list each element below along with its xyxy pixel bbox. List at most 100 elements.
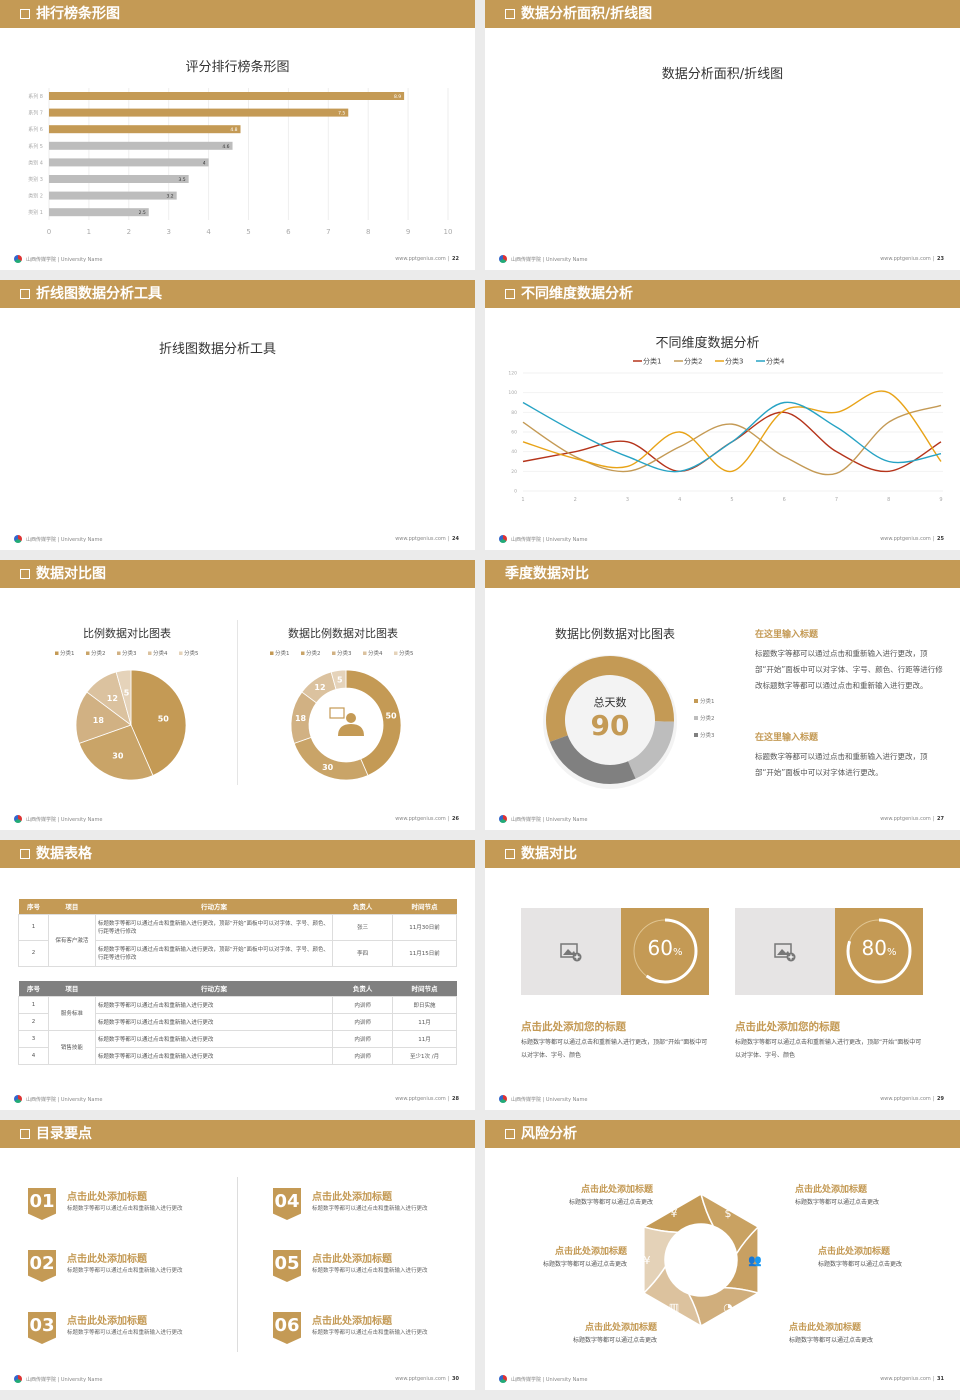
- page-number: 24: [452, 536, 459, 542]
- slide-header: 数据表格: [0, 840, 475, 868]
- data-label: 2.5: [139, 210, 146, 216]
- slide-line-chart: 折线图数据分析工具 折线图数据分析工具 23021019017015013011…: [0, 280, 475, 550]
- x-tick-label: 4: [206, 228, 211, 236]
- legend-label: 分类2: [700, 714, 715, 722]
- legend-label: 分类2: [91, 649, 106, 657]
- legend-label: 分类3: [725, 357, 743, 366]
- multi-line-chart: 0 20 40 60 80 100 120 1 2 3 4 5 6 7 8 9 分类1 分类2 分类3 分类4: [508, 357, 943, 503]
- school-logo-icon: [14, 815, 22, 823]
- toc-text: 标题数字等都可以通过点击和重新输入进行更改: [312, 1206, 428, 1212]
- risk-title: 点击此处添加标题: [789, 1323, 862, 1333]
- building-icon: ▥: [669, 1301, 679, 1314]
- x-tick-label: 4: [678, 497, 681, 503]
- x-tick-label: 2: [127, 228, 131, 236]
- cell-no: 3: [18, 1029, 49, 1048]
- footer-site: www.pptgenius.com: [395, 536, 446, 542]
- slide-title: 风险分析: [521, 1126, 577, 1142]
- item-text: 标题数字等都可以通过点击和重新输入进行更改，顶部“开始”面板中可以对字体、字号、…: [521, 1039, 708, 1059]
- table-row: 2 标题数字等都可以通过点击和重新输入进行更改 内训师 11月: [18, 1012, 457, 1031]
- page-number: 22: [452, 256, 459, 262]
- slide-data-table: 数据表格 序号 项目 行动方案 负责人 时间节点 1 保有客户激活 标题数字等都可以通过点击…: [0, 840, 475, 1110]
- toc-title: 点击此处添加标题: [67, 1254, 147, 1265]
- checkbox-square-icon: [505, 849, 515, 859]
- slide-header: 数据分析面积/折线图: [485, 0, 960, 28]
- slide-header: 季度数据对比: [485, 560, 960, 588]
- pie-slice: [75, 691, 132, 744]
- cell-owner: 内训师: [332, 1046, 394, 1065]
- footer-page: www.pptgenius.com | 23: [880, 256, 944, 262]
- bar: [49, 158, 209, 167]
- legend-swatch: [394, 651, 398, 655]
- slide-header: 数据对比: [485, 840, 960, 868]
- item-title: 点击此处添加您的标题: [521, 1021, 626, 1033]
- pie-slice: [130, 669, 187, 776]
- legend-label: 分类3: [700, 731, 715, 739]
- cell-plan: 标题数字等都可以通过点击和重新输入进行更改: [94, 1029, 334, 1048]
- chart-title: 不同维度数据分析: [655, 336, 760, 351]
- legend-label: 分类1: [700, 697, 715, 705]
- data-label: 4.6: [222, 144, 229, 150]
- cell-owner: 李四: [332, 939, 394, 967]
- school-logo-icon: [14, 255, 22, 263]
- school-logo-icon: [14, 1095, 22, 1103]
- footer-school-name: 山西传媒学院 | University Name: [511, 536, 588, 543]
- slide-multi-line-chart: 不同维度数据分析 不同维度数据分析 0 20 40 60 80 100 120 1 2 3 4 5 6 7…: [485, 280, 960, 550]
- legend-label: 分类1: [60, 649, 75, 657]
- footer-school: 山西传媒学院 | University Name: [499, 255, 587, 263]
- toc-title: 点击此处添加标题: [312, 1316, 392, 1327]
- bar: [49, 108, 349, 117]
- legend-swatch: [694, 733, 698, 737]
- footer-page: www.pptgenius.com | 22: [395, 256, 459, 262]
- school-logo-icon: [499, 1095, 507, 1103]
- cell-plan: 标题数字等都可以通过点击和重新输入进行更改，顶部“开始”面板中可以对字体、字号、…: [94, 939, 334, 967]
- page-number: 26: [452, 816, 459, 822]
- slide-title: 目录要点: [36, 1126, 92, 1142]
- footer-school: 山西传媒学院 | University Name: [499, 1375, 587, 1383]
- footer-site: www.pptgenius.com: [880, 1096, 931, 1102]
- page-number: 25: [937, 536, 944, 542]
- money-bag-icon: ¥: [671, 1207, 678, 1220]
- users-icon: 👥: [748, 1254, 762, 1267]
- y-tick-label: 100: [508, 390, 517, 396]
- legend-label: 分类3: [337, 649, 352, 657]
- slide-title: 数据对比: [521, 846, 577, 862]
- toc-text: 标题数字等都可以通过点击和重新输入进行更改: [312, 1268, 428, 1274]
- footer-school: 山西传媒学院 | University Name: [14, 1095, 102, 1103]
- cell-no: 4: [18, 1046, 49, 1065]
- percent-number: 80: [861, 936, 887, 960]
- image-placeholder[interactable]: [521, 908, 621, 995]
- toc-text: 标题数字等都可以通过点击和重新输入进行更改: [67, 1268, 183, 1274]
- x-tick-label: 5: [730, 497, 733, 503]
- footer-site: www.pptgenius.com: [395, 816, 446, 822]
- checkbox-square-icon: [20, 569, 30, 579]
- center-value: 90: [591, 709, 630, 742]
- percent-card: 80%: [835, 908, 923, 995]
- cell-plan: 标题数字等都可以通过点击和重新输入进行更改: [94, 1046, 334, 1065]
- legend-swatch: [117, 651, 121, 655]
- bar: [49, 191, 177, 200]
- pie-slice: [78, 724, 154, 781]
- data-label: 7.5: [338, 111, 345, 117]
- donut-segment: [546, 656, 674, 742]
- x-tick-label: 9: [939, 497, 942, 503]
- chart-title: 评分排行榜条形图: [185, 60, 290, 75]
- pie-slice: [330, 669, 347, 690]
- checkbox-square-icon: [505, 289, 515, 299]
- image-placeholder[interactable]: [735, 908, 835, 995]
- school-logo-icon: [499, 535, 507, 543]
- cell-no: 1: [18, 995, 49, 1014]
- cell-project: 服务标准: [47, 995, 96, 1031]
- cell-owner: 内训师: [332, 995, 394, 1014]
- x-tick-label: 7: [326, 228, 330, 236]
- cell-no: 1: [18, 913, 49, 941]
- x-tick-label: 3: [166, 228, 170, 236]
- toc-number-badge: 05: [273, 1250, 301, 1282]
- data-label: 8.9: [394, 94, 401, 100]
- progress-ring: [632, 918, 698, 984]
- footer-school-name: 山西传媒学院 | University Name: [26, 536, 103, 543]
- x-tick-label: 5: [246, 228, 250, 236]
- hand-money-icon: ¥: [644, 1254, 651, 1267]
- data-label: 4.8: [230, 127, 237, 133]
- data-label: 3.2: [167, 194, 174, 200]
- slide-pie-charts: 数据对比图 比例数据对比图表 数据比例数据对比图表 50 30 18 12 5 50 30 1…: [0, 560, 475, 830]
